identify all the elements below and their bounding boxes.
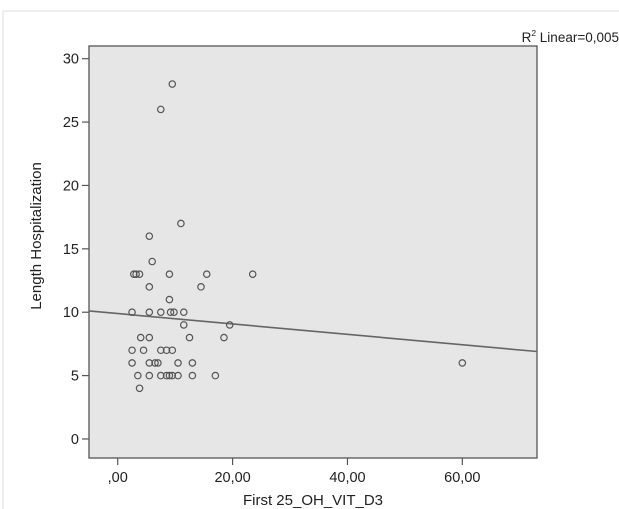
- x-tick-label: ,00: [108, 470, 128, 486]
- data-point: [185, 333, 194, 342]
- data-point: [177, 219, 185, 228]
- data-point: [170, 308, 178, 317]
- data-point: [135, 270, 144, 278]
- y-tick-label: 15: [63, 242, 79, 258]
- fit-line-group: [88, 310, 538, 353]
- x-tick-label: 40,00: [329, 470, 365, 486]
- data-point: [179, 321, 188, 329]
- y-tick-label: 5: [71, 369, 79, 385]
- data-point: [145, 333, 154, 342]
- data-point: [156, 371, 165, 380]
- x-tick-label: 20,00: [214, 470, 250, 486]
- x-tick-label: 60,00: [444, 470, 480, 486]
- data-point: [202, 270, 211, 278]
- y-tick-label: 25: [63, 115, 79, 131]
- y-axis-ticks: 0 5 10 15 20 25 30: [63, 52, 89, 448]
- data-point: [154, 359, 162, 367]
- data-point: [168, 80, 177, 88]
- data-point: [225, 321, 234, 329]
- x-axis-ticks: ,00 20,00 40,00 60,00: [108, 458, 480, 486]
- data-point: [168, 371, 177, 380]
- data-point: [166, 308, 175, 317]
- linear-fit-line: [88, 310, 538, 353]
- data-point: [188, 371, 197, 380]
- data-point: [128, 359, 136, 367]
- data-point: [128, 346, 136, 355]
- plot-area: [88, 45, 538, 459]
- data-point: [162, 346, 171, 355]
- data-point: [188, 359, 197, 367]
- data-point: [145, 308, 154, 317]
- data-point: [165, 371, 174, 380]
- data-point: [145, 359, 154, 367]
- data-point: [151, 359, 159, 367]
- data-point: [156, 105, 165, 114]
- data-point: [145, 283, 154, 291]
- data-point: [211, 371, 220, 380]
- data-point: [134, 371, 142, 380]
- r2-annotation: R2 Linear=0,005: [522, 28, 619, 45]
- data-point: [458, 359, 467, 367]
- data-point: [174, 371, 182, 380]
- data-point: [165, 295, 174, 304]
- data-point: [145, 232, 154, 240]
- data-point: [156, 346, 165, 355]
- data-point: [162, 371, 171, 380]
- y-axis-label: Length Hospitalization: [28, 162, 45, 310]
- y-tick-label: 20: [63, 178, 79, 194]
- data-points: [128, 80, 467, 393]
- data-point: [148, 257, 156, 266]
- data-point: [136, 333, 145, 342]
- data-point: [132, 270, 140, 278]
- data-point: [179, 308, 188, 317]
- y-tick-label: 0: [71, 432, 79, 448]
- y-tick-label: 10: [63, 305, 79, 321]
- data-point: [139, 346, 148, 355]
- data-point: [220, 333, 228, 342]
- data-point: [197, 283, 205, 291]
- data-point: [128, 308, 136, 317]
- data-point: [174, 359, 182, 367]
- data-point: [165, 270, 174, 278]
- data-point: [130, 270, 138, 278]
- data-point: [156, 308, 165, 317]
- data-point: [248, 270, 257, 278]
- y-tick-label: 30: [63, 52, 79, 68]
- x-axis-label: First 25_OH_VIT_D3: [243, 492, 383, 509]
- data-point: [145, 371, 154, 380]
- data-point: [168, 346, 177, 355]
- data-point: [135, 384, 144, 393]
